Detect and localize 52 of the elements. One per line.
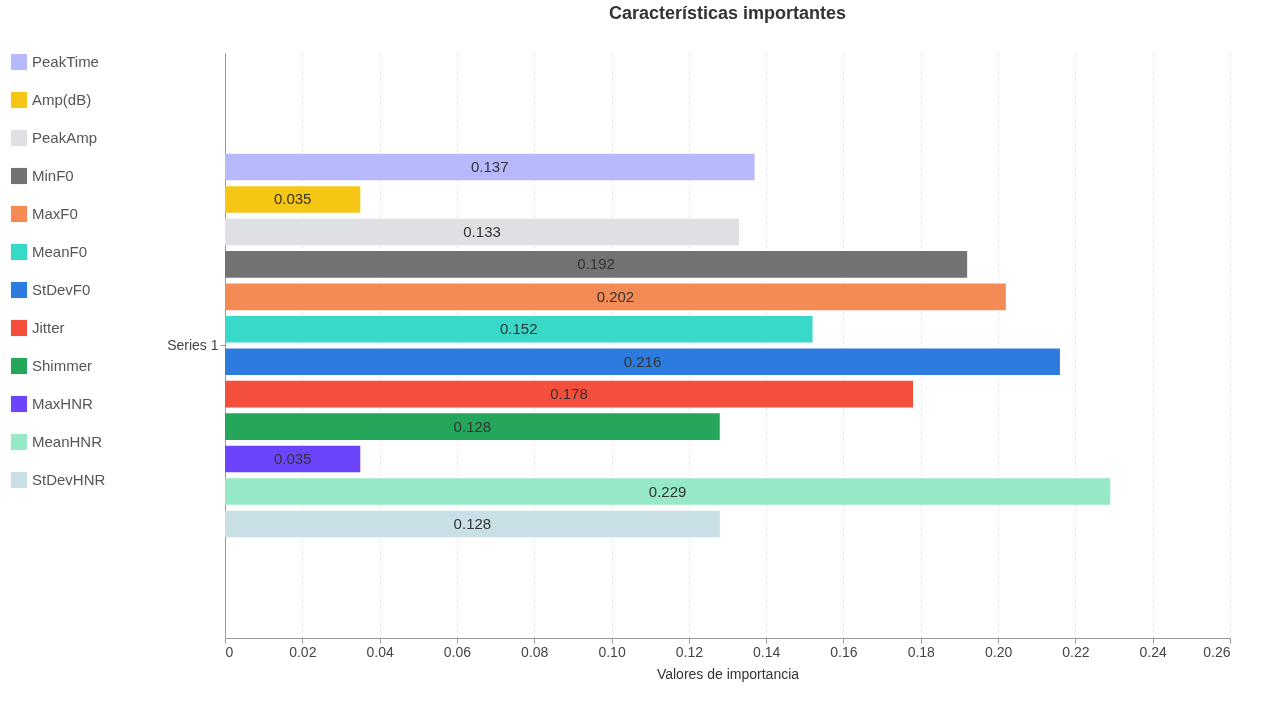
legend-label: MeanHNR — [32, 433, 103, 450]
x-tick-label: 0.24 — [1139, 643, 1168, 660]
data-label: 0.202 — [596, 287, 635, 305]
bar — [225, 380, 914, 408]
data-label: 0.178 — [550, 385, 588, 403]
y-tick-label: Series 1 — [167, 336, 219, 353]
bar — [225, 315, 813, 343]
legend-label: Amp(dB) — [32, 91, 92, 108]
chart-title: Características importantes — [608, 3, 847, 23]
x-tick-label: 0.08 — [521, 643, 549, 660]
legend-label: MeanF0 — [32, 243, 88, 260]
data-label: 0.035 — [273, 450, 312, 468]
legend-label: MaxF0 — [32, 205, 78, 222]
x-tick-label: 0.26 — [1203, 643, 1231, 660]
data-label: 0.137 — [471, 158, 509, 176]
x-tick-label: 0.04 — [366, 643, 394, 660]
legend-label: StDevF0 — [32, 281, 91, 298]
legend-label: MinF0 — [32, 167, 74, 184]
data-label: 0.133 — [463, 222, 501, 240]
bar — [225, 445, 361, 473]
x-tick-label: 0.18 — [907, 643, 936, 660]
legend-label: StDevHNR — [32, 471, 106, 488]
bar — [225, 348, 1060, 376]
bar — [225, 478, 1111, 505]
data-label: 0.192 — [577, 255, 615, 273]
x-tick-label: 0.14 — [753, 643, 781, 660]
bar — [225, 153, 755, 181]
legend-label: PeakAmp — [32, 129, 98, 146]
x-axis-title: Valores de importancia — [656, 665, 800, 682]
data-label: 0.216 — [623, 352, 662, 370]
x-tick-label: 0.10 — [598, 643, 626, 660]
x-tick-label: 0.20 — [984, 643, 1013, 660]
data-label: 0.128 — [453, 514, 492, 532]
data-label: 0.128 — [453, 417, 492, 435]
bar — [225, 283, 1006, 311]
legend-label: MaxHNR — [32, 395, 93, 412]
data-label: 0.229 — [648, 482, 687, 500]
legend-label: Shimmer — [32, 357, 93, 374]
x-tick-label: 0 — [225, 643, 234, 660]
legend-label: PeakTime — [32, 53, 99, 70]
bar — [225, 251, 968, 278]
x-tick-label: 0.16 — [830, 643, 858, 660]
legend-label: Jitter — [32, 319, 65, 336]
bar — [225, 413, 720, 440]
x-tick-label: 0.22 — [1062, 643, 1090, 660]
data-label: 0.035 — [273, 190, 312, 208]
x-tick-label: 0.02 — [289, 643, 317, 660]
data-label: 0.152 — [500, 320, 538, 338]
bar — [225, 186, 361, 213]
bar — [225, 510, 720, 538]
x-tick-label: 0.12 — [675, 643, 704, 660]
x-tick-label: 0.06 — [443, 643, 472, 660]
